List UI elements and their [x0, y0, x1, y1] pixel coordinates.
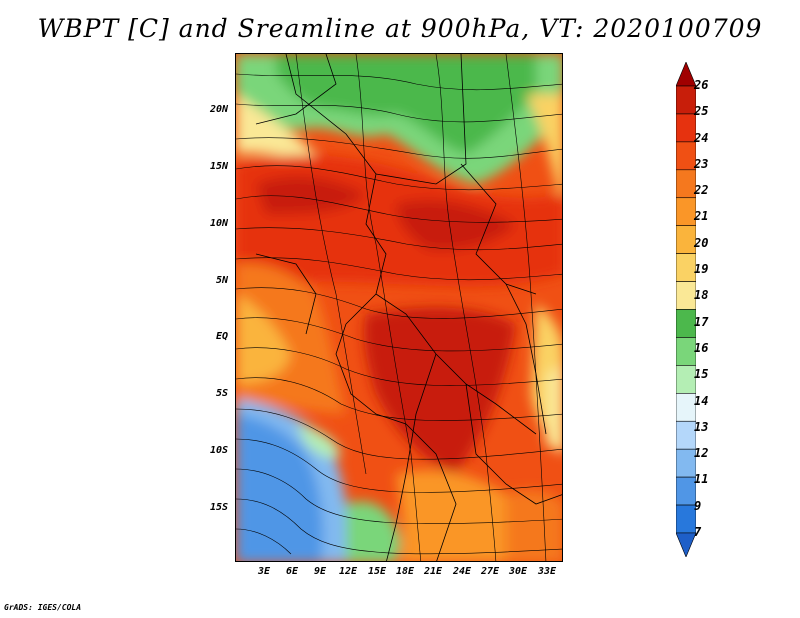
colorbar-swatch — [676, 253, 696, 282]
lat-label-15n: 15N — [209, 161, 228, 172]
lon-label-21e: 21E — [423, 566, 443, 577]
lon-label-33e: 33E — [537, 566, 557, 577]
colorbar-top-triangle — [676, 62, 696, 87]
colorbar-swatch — [676, 476, 696, 506]
lat-label-10n: 10N — [209, 218, 228, 229]
temperature-contours — [236, 54, 562, 561]
lon-label-30e: 30E — [508, 566, 528, 577]
colorbar-tick-label: 12 — [694, 446, 709, 461]
lat-label-15s: 15S — [209, 502, 228, 513]
colorbar-swatch — [676, 169, 696, 199]
colorbar-tick-label: 23 — [694, 156, 709, 171]
map-panel — [235, 53, 563, 562]
colorbar-swatch — [676, 225, 696, 254]
lon-label-24e: 24E — [452, 566, 472, 577]
colorbar-tick-label: 20 — [694, 235, 709, 250]
lat-label-10s: 10S — [209, 445, 228, 456]
colorbar-swatch — [676, 309, 696, 338]
colorbar-tick-label: 24 — [694, 130, 709, 145]
colorbar-tick-label: 15 — [694, 367, 709, 382]
colorbar-swatch — [676, 504, 696, 534]
colorbar-swatch — [676, 281, 696, 310]
lon-label-15e: 15E — [367, 566, 387, 577]
lon-label-12e: 12E — [338, 566, 358, 577]
streamlines — [236, 54, 562, 561]
colorbar-tick-label: 19 — [694, 262, 709, 277]
lat-label-eq: EQ — [215, 331, 228, 342]
lon-label-6e: 6E — [285, 566, 299, 577]
colorbar-tick-label: 18 — [694, 288, 709, 303]
lon-label-9e: 9E — [313, 566, 327, 577]
colorbar-swatch — [676, 141, 696, 171]
colorbar-tick-label: 9 — [694, 498, 702, 513]
colorbar-swatch — [676, 393, 696, 422]
colorbar-swatch — [676, 420, 696, 450]
colorbar-swatch — [676, 337, 696, 366]
colorbar-tick-label: 7 — [694, 525, 702, 539]
colorbar-swatch — [676, 448, 696, 478]
colorbar-swatch — [676, 113, 696, 143]
grads-credit: GrADS: IGES/COLA — [4, 603, 82, 612]
lat-label-5s: 5S — [215, 388, 228, 399]
colorbar-tick-label: 26 — [694, 78, 709, 92]
colorbar-swatch — [676, 197, 696, 226]
colorbar-tick-label: 14 — [694, 393, 709, 408]
lat-label-20n: 20N — [209, 104, 228, 115]
wbpt-field — [236, 54, 562, 561]
colorbar-tick-label: 25 — [694, 104, 709, 119]
lat-label-5n: 5N — [215, 275, 228, 286]
colorbar-tick-label: 11 — [694, 472, 709, 487]
colorbar-tick-label: 21 — [694, 209, 709, 224]
country-borders — [255, 54, 562, 561]
lon-label-27e: 27E — [480, 566, 500, 577]
lon-label-3e: 3E — [257, 566, 271, 577]
colorbar-tick-label: 13 — [694, 419, 709, 434]
colorbar-tick-label: 16 — [694, 340, 709, 355]
colorbar — [676, 62, 696, 557]
colorbar-tick-label: 17 — [694, 314, 709, 329]
colorbar-swatch — [676, 85, 696, 115]
lon-label-18e: 18E — [395, 566, 415, 577]
colorbar-bottom-triangle — [676, 532, 696, 557]
chart-title: WBPT [C] and Sreamline at 900hPa, VT: 20… — [37, 14, 763, 43]
colorbar-swatch — [676, 365, 696, 394]
colorbar-tick-label: 22 — [694, 183, 709, 198]
